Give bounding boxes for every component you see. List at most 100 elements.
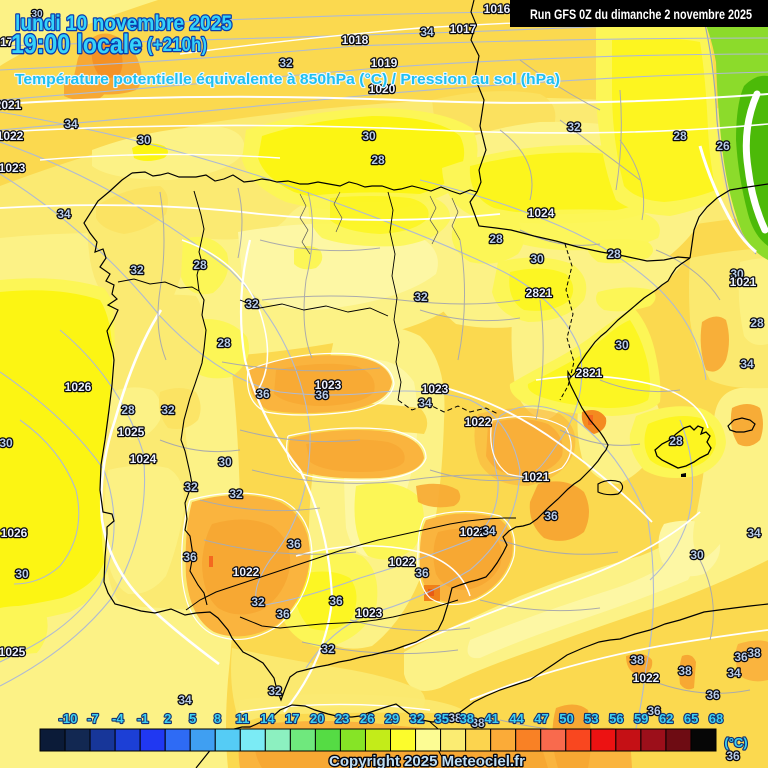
svg-text:32: 32 — [245, 297, 259, 311]
svg-text:32: 32 — [567, 120, 581, 134]
svg-text:36: 36 — [256, 387, 270, 401]
svg-text:30: 30 — [615, 338, 629, 352]
svg-text:28: 28 — [193, 258, 207, 272]
svg-text:65: 65 — [684, 711, 698, 726]
svg-text:29: 29 — [385, 711, 399, 726]
svg-text:1022: 1022 — [460, 525, 487, 539]
svg-text:20: 20 — [310, 711, 324, 726]
svg-text:34: 34 — [418, 396, 432, 410]
svg-text:30: 30 — [0, 436, 13, 450]
svg-text:1022: 1022 — [389, 555, 416, 569]
svg-text:47: 47 — [534, 711, 548, 726]
svg-text:38: 38 — [747, 646, 761, 660]
svg-text:34: 34 — [178, 693, 192, 707]
svg-text:44: 44 — [509, 711, 524, 726]
svg-text:1023: 1023 — [422, 382, 449, 396]
svg-text:59: 59 — [634, 711, 648, 726]
svg-text:30: 30 — [530, 252, 544, 266]
svg-text:30: 30 — [218, 455, 232, 469]
svg-text:34: 34 — [747, 526, 761, 540]
svg-text:32: 32 — [410, 711, 424, 726]
svg-text:1025: 1025 — [118, 425, 145, 439]
svg-text:1025: 1025 — [0, 645, 26, 659]
svg-text:34: 34 — [64, 117, 78, 131]
svg-text:38: 38 — [448, 711, 462, 725]
svg-text:50: 50 — [559, 711, 573, 726]
svg-text:1023: 1023 — [315, 378, 342, 392]
svg-text:1018: 1018 — [342, 33, 369, 47]
svg-text:36: 36 — [329, 594, 343, 608]
svg-text:Run GFS 0Z du dimanche 2 novem: Run GFS 0Z du dimanche 2 novembre 2025 — [530, 6, 752, 22]
svg-text:36: 36 — [315, 388, 329, 402]
svg-text:23: 23 — [335, 711, 349, 726]
svg-text:1022: 1022 — [633, 671, 660, 685]
svg-text:41: 41 — [484, 711, 498, 726]
svg-text:38: 38 — [630, 653, 644, 667]
svg-text:-1: -1 — [137, 711, 149, 726]
svg-text:36: 36 — [726, 749, 740, 763]
svg-text:30: 30 — [690, 548, 704, 562]
svg-text:1023: 1023 — [0, 161, 26, 175]
svg-text:19:00 locale: 19:00 locale — [11, 29, 142, 59]
svg-text:28: 28 — [489, 232, 503, 246]
svg-text:38: 38 — [678, 664, 692, 678]
svg-text:32: 32 — [229, 487, 243, 501]
svg-text:1024: 1024 — [130, 452, 157, 466]
svg-text:5: 5 — [189, 711, 196, 726]
svg-text:30: 30 — [31, 9, 43, 20]
svg-text:32: 32 — [414, 290, 428, 304]
svg-text:26: 26 — [360, 711, 374, 726]
svg-text:-4: -4 — [112, 711, 124, 726]
svg-text:1017: 1017 — [0, 35, 14, 49]
svg-text:17: 17 — [285, 711, 299, 726]
svg-text:32: 32 — [251, 595, 265, 609]
svg-text:36: 36 — [415, 566, 429, 580]
svg-text:36: 36 — [647, 704, 661, 718]
svg-text:34: 34 — [740, 357, 754, 371]
svg-text:1017: 1017 — [450, 22, 477, 36]
svg-text:Copyright 2025 Meteociel.fr: Copyright 2025 Meteociel.fr — [329, 753, 525, 768]
svg-text:2021: 2021 — [0, 98, 22, 112]
svg-text:1019: 1019 — [371, 56, 398, 70]
svg-text:11: 11 — [236, 711, 250, 726]
svg-text:30: 30 — [137, 133, 151, 147]
svg-text:36: 36 — [183, 550, 197, 564]
svg-text:30: 30 — [15, 567, 29, 581]
svg-text:68: 68 — [709, 711, 723, 726]
svg-text:2821: 2821 — [576, 366, 603, 380]
svg-text:32: 32 — [130, 263, 144, 277]
svg-text:34: 34 — [482, 524, 496, 538]
svg-text:28: 28 — [607, 247, 621, 261]
svg-text:1026: 1026 — [1, 526, 28, 540]
svg-text:28: 28 — [750, 316, 764, 330]
svg-text:1023: 1023 — [356, 606, 383, 620]
svg-text:8: 8 — [214, 711, 221, 726]
svg-text:34: 34 — [420, 25, 434, 39]
svg-text:36: 36 — [276, 607, 290, 621]
svg-text:14: 14 — [260, 711, 275, 726]
svg-text:62: 62 — [659, 711, 673, 726]
svg-text:1022: 1022 — [465, 415, 492, 429]
svg-text:36: 36 — [287, 537, 301, 551]
svg-text:1026: 1026 — [65, 380, 92, 394]
svg-text:lundi 10 novembre 2025: lundi 10 novembre 2025 — [15, 12, 232, 35]
svg-text:36: 36 — [706, 688, 720, 702]
svg-text:28: 28 — [121, 403, 135, 417]
svg-text:36: 36 — [544, 509, 558, 523]
svg-text:2821: 2821 — [526, 286, 553, 300]
svg-text:32: 32 — [321, 642, 335, 656]
svg-text:1022: 1022 — [0, 129, 24, 143]
svg-text:1020: 1020 — [369, 82, 396, 96]
svg-text:38: 38 — [460, 711, 474, 726]
svg-text:32: 32 — [279, 56, 293, 70]
svg-text:2: 2 — [164, 711, 171, 726]
svg-text:1021: 1021 — [730, 275, 757, 289]
svg-text:28: 28 — [217, 336, 231, 350]
svg-text:(°C): (°C) — [724, 735, 747, 750]
svg-text:28: 28 — [669, 434, 683, 448]
svg-text:34: 34 — [57, 207, 71, 221]
svg-text:1024: 1024 — [528, 206, 555, 220]
svg-text:32: 32 — [268, 684, 282, 698]
svg-text:32: 32 — [184, 480, 198, 494]
svg-text:1016: 1016 — [484, 2, 511, 16]
